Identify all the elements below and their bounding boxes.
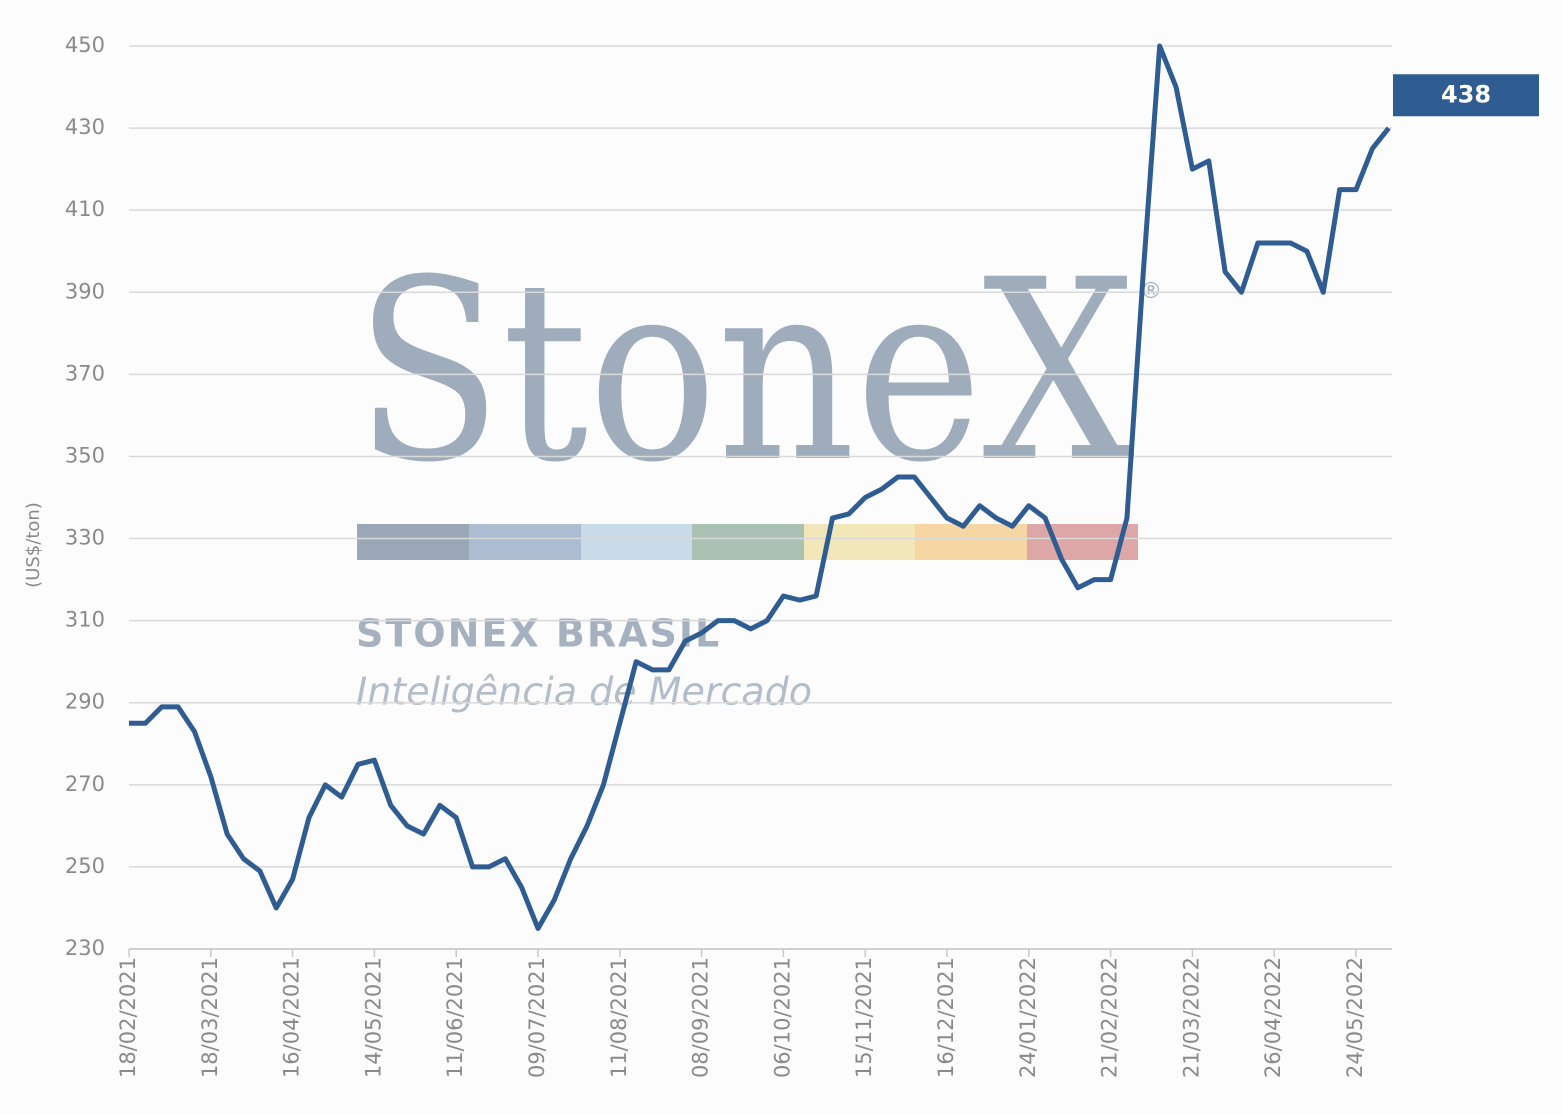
x-tick-label: 15/11/2021 (852, 957, 876, 1078)
watermark: StoneX ® STONEX BRASIL Inteligência de M… (355, 226, 1162, 714)
x-tick-label: 21/03/2022 (1179, 957, 1203, 1078)
x-tick-label: 16/12/2021 (934, 957, 958, 1078)
y-tick-label: 430 (65, 115, 105, 139)
color-strip (915, 524, 1027, 560)
x-tick-label: 26/04/2022 (1261, 957, 1285, 1078)
x-tick-label: 11/08/2021 (607, 957, 631, 1078)
y-tick-label: 410 (65, 197, 105, 221)
color-strip (357, 524, 469, 560)
color-strip (469, 524, 581, 560)
x-tick-label: 18/03/2021 (198, 957, 222, 1078)
y-tick-label: 350 (65, 443, 105, 467)
x-tick-label: 24/01/2022 (1016, 957, 1040, 1078)
x-tick-label: 09/07/2021 (525, 957, 549, 1078)
y-tick-label: 290 (65, 690, 105, 714)
y-axis-label: (US$/ton) (23, 502, 44, 588)
y-tick-label: 310 (65, 608, 105, 632)
x-tick-label: 14/05/2021 (361, 957, 385, 1078)
last-value-label: 438 (1441, 80, 1491, 108)
x-tick-label: 16/04/2021 (280, 957, 304, 1078)
x-tick-label: 24/05/2022 (1343, 957, 1367, 1078)
color-strip (581, 524, 692, 560)
y-tick-label: 390 (65, 279, 105, 303)
color-strip (692, 524, 804, 560)
x-tick-label: 06/10/2021 (770, 957, 794, 1078)
x-tick-label: 08/09/2021 (689, 957, 713, 1078)
y-tick-label: 330 (65, 526, 105, 550)
y-tick-label: 450 (65, 33, 105, 57)
watermark-mark: ® (1140, 279, 1162, 304)
x-tick-label: 21/02/2022 (1098, 957, 1122, 1078)
x-tick-label: 18/02/2021 (116, 957, 140, 1078)
watermark-tagline: Inteligência de Mercado (356, 670, 812, 714)
price-line (129, 43, 1391, 931)
color-strip (804, 524, 915, 560)
x-tick-label: 11/06/2021 (443, 957, 467, 1078)
watermark-brand: StoneX (355, 226, 1135, 517)
y-tick-label: 250 (65, 854, 105, 878)
watermark-company: STONEX BRASIL (356, 612, 721, 656)
last-value-box (1393, 74, 1539, 117)
y-tick-label: 270 (65, 772, 105, 796)
y-tick-label: 370 (65, 361, 105, 385)
y-tick-label: 230 (65, 936, 105, 960)
